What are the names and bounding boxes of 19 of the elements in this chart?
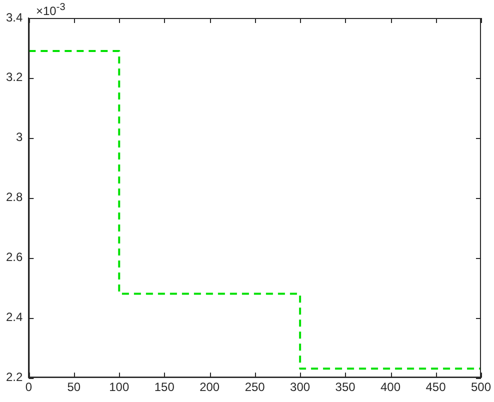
text: ×10$^{-3}$ xyxy=(36,2,66,18)
x-tick-label: 250 xyxy=(244,380,266,394)
x-tick-label: 150 xyxy=(154,380,175,394)
x-tick-label: 0 xyxy=(25,380,32,394)
x-tick-label: 500 xyxy=(470,380,492,394)
x-tick-label: 100 xyxy=(109,380,130,394)
x-tick-label: 400 xyxy=(380,380,401,394)
y-tick-label: 2.8 xyxy=(6,190,23,204)
x-tick-label: 350 xyxy=(335,380,356,394)
x-tick-label: 50 xyxy=(67,380,81,394)
y-tick-label: 2.2 xyxy=(6,370,23,384)
y-tick-label: 3.2 xyxy=(6,70,23,84)
y-tick-label: 3 xyxy=(16,130,23,144)
x-tick-label: 200 xyxy=(200,380,220,394)
y-tick-label: 2.4 xyxy=(6,310,23,324)
y-tick-label: 2.6 xyxy=(6,250,23,264)
x-tick-label: 300 xyxy=(290,380,310,394)
x-tick-label: 450 xyxy=(426,380,446,394)
y-tick-label: 3.4 xyxy=(6,10,23,24)
